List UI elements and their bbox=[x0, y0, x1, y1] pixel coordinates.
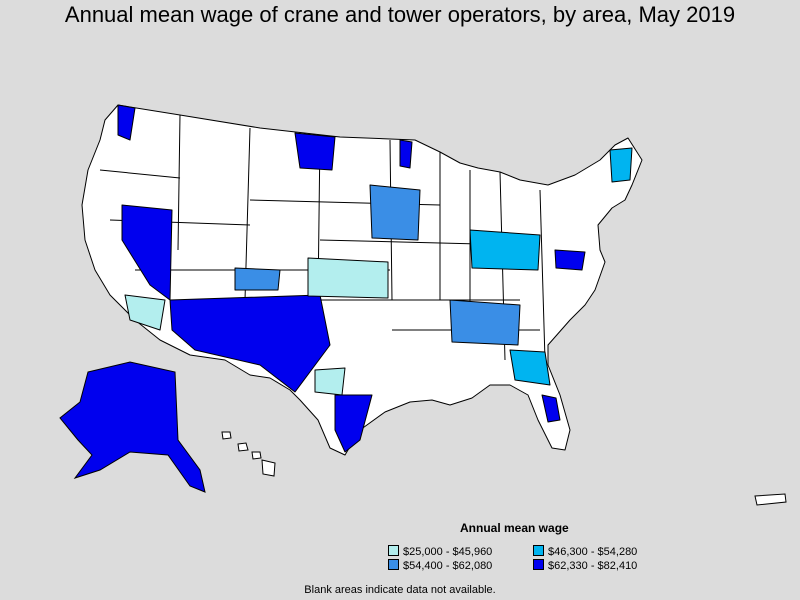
alaska-shape bbox=[59, 361, 206, 493]
hawaii-island-2 bbox=[237, 442, 249, 452]
legend-label-1: $25,000 - $45,960 bbox=[403, 546, 493, 558]
legend-item-1: $25,000 - $45,960 bbox=[388, 545, 492, 558]
area-florida bbox=[541, 394, 561, 423]
hawaii-island-3 bbox=[251, 451, 262, 460]
legend-item-3: $54,400 - $62,080 bbox=[388, 559, 492, 572]
legend-swatch-3 bbox=[388, 559, 399, 570]
alaska bbox=[59, 361, 206, 493]
hawaii-island-1 bbox=[221, 431, 232, 440]
map-title: Annual mean wage of crane and tower oper… bbox=[64, 2, 736, 27]
area-new-england bbox=[609, 147, 633, 183]
area-georgia-florida bbox=[509, 349, 551, 386]
hawaii-island-4 bbox=[261, 459, 276, 477]
contiguous-us bbox=[81, 104, 643, 456]
legend-item-4: $62,330 - $82,410 bbox=[533, 559, 637, 572]
area-nevada bbox=[121, 204, 173, 301]
area-west-texas bbox=[314, 367, 346, 396]
area-mid-atlantic bbox=[554, 249, 586, 271]
legend-swatch-2 bbox=[533, 545, 544, 556]
area-minnesota-north bbox=[399, 139, 413, 169]
area-washington bbox=[117, 104, 136, 141]
legend-item-2: $46,300 - $54,280 bbox=[533, 545, 637, 558]
legend-swatch-4 bbox=[533, 559, 544, 570]
hawaii bbox=[221, 431, 276, 477]
area-arizona-new-mexico bbox=[169, 294, 331, 393]
area-ohio-valley bbox=[469, 229, 541, 271]
area-southeast bbox=[449, 299, 521, 346]
area-montana-north bbox=[294, 132, 336, 171]
legend-label-2: $46,300 - $54,280 bbox=[548, 546, 638, 558]
legend-title: Annual mean wage bbox=[460, 521, 569, 535]
area-texas-gulf bbox=[334, 394, 373, 453]
legend-swatch-1 bbox=[388, 545, 399, 556]
area-midwest bbox=[369, 184, 421, 241]
footnote: Blank areas indicate data not available. bbox=[304, 584, 496, 596]
legend-label-3: $54,400 - $62,080 bbox=[403, 560, 493, 572]
area-southern-ca bbox=[124, 294, 166, 331]
puerto-rico-shape bbox=[754, 493, 787, 506]
area-highlights bbox=[117, 104, 633, 453]
area-colorado bbox=[234, 267, 281, 291]
area-kansas bbox=[307, 257, 389, 299]
puerto-rico bbox=[754, 493, 787, 506]
legend-label-4: $62,330 - $82,410 bbox=[548, 560, 638, 572]
